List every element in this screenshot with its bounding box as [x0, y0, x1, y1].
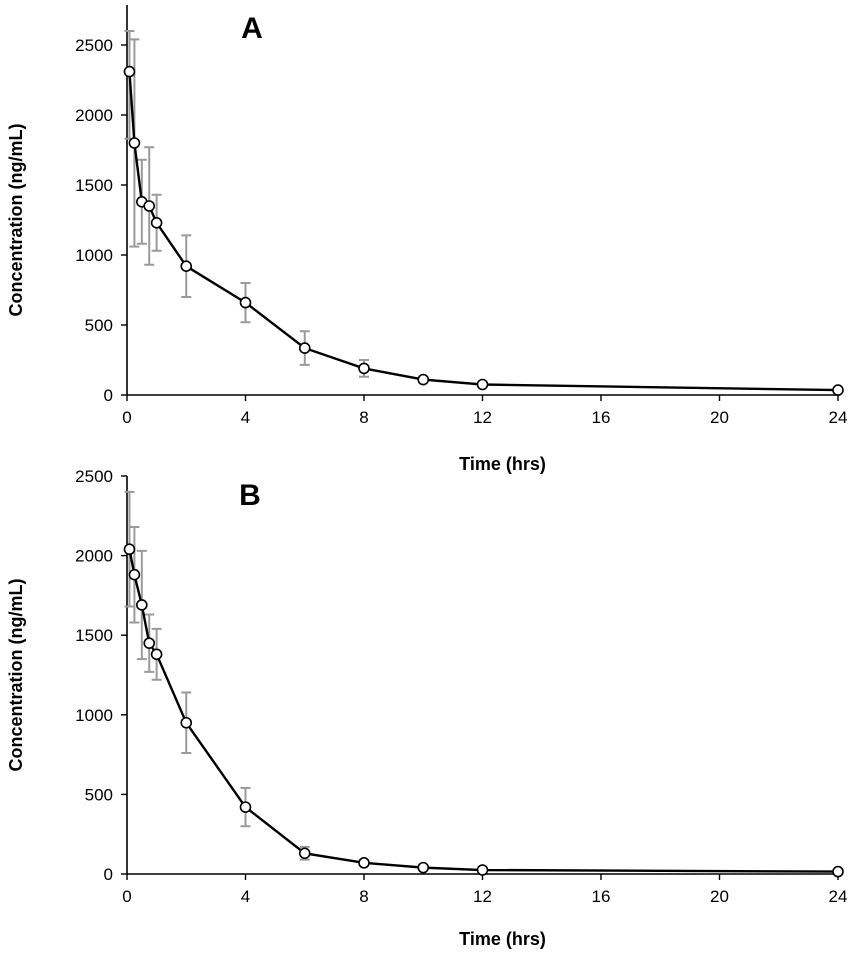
x-tick-label: 8: [359, 408, 368, 427]
data-point: [128, 568, 141, 581]
y-tick-label: 2000: [75, 547, 113, 566]
series-line: [128, 71, 839, 392]
panel-label: B: [239, 479, 261, 512]
y-tick-label: 500: [85, 316, 113, 335]
chart-panel-b: 0 500 1000 1500 2000 2500 0 4 8 12 16 20 24 Time (hrs…: [6, 467, 847, 949]
data-point: [358, 857, 370, 869]
x-tick-label: 4: [241, 887, 250, 906]
data-point: [123, 65, 136, 78]
y-tick-label: 0: [104, 386, 113, 405]
data-point: [239, 296, 252, 309]
data-point: [417, 861, 430, 874]
data-point: [123, 543, 136, 556]
x-tick-label: 24: [829, 887, 848, 906]
data-point: [128, 137, 141, 149]
data-point: [298, 342, 311, 354]
data-point: [417, 373, 430, 386]
data-point: [143, 200, 156, 212]
data-point: [832, 865, 844, 878]
x-tick-label: 0: [122, 887, 131, 906]
data-point: [476, 378, 489, 391]
x-tick-label: 20: [710, 408, 729, 427]
x-tick-label: 0: [122, 408, 131, 427]
y-tick-label: 1000: [75, 706, 113, 725]
y-tick-label: 1500: [75, 176, 113, 195]
y-tick-label: 1500: [75, 626, 113, 645]
y-tick-label: 2500: [75, 467, 113, 486]
panel-label: A: [241, 12, 263, 45]
data-point: [143, 637, 156, 649]
data-point: [180, 260, 193, 273]
x-tick-label: 12: [473, 887, 492, 906]
x-tick-label: 8: [359, 887, 368, 906]
x-tick-label: 12: [473, 408, 492, 427]
x-axis-title: Time (hrs): [459, 454, 546, 474]
x-tick-label: 16: [592, 408, 611, 427]
y-tick-label: 1000: [75, 246, 113, 265]
x-tick-label: 4: [241, 408, 250, 427]
data-point: [150, 217, 163, 229]
data-point: [136, 599, 148, 611]
data-point: [150, 648, 163, 661]
data-point: [239, 801, 252, 813]
x-tick-label: 16: [592, 887, 611, 906]
data-point: [832, 384, 844, 396]
data-point: [358, 362, 370, 375]
x-axis-title: Time (hrs): [459, 929, 546, 949]
data-point: [476, 864, 489, 876]
y-tick-label: 0: [104, 865, 113, 884]
y-axis-title: Concentration (ng/mL): [6, 124, 26, 317]
series-line: [128, 549, 839, 873]
y-axis-title: Concentration (ng/mL): [6, 579, 26, 772]
y-tick-label: 2500: [75, 36, 113, 55]
data-point: [180, 716, 193, 729]
x-tick-label: 20: [710, 887, 729, 906]
data-point: [298, 847, 311, 860]
chart-panel-a: 0 500 1000 1500 2000 2500 0 4 8 12 16 20 24 Time (hrs…: [6, 5, 847, 474]
y-tick-label: 500: [85, 785, 113, 804]
x-tick-label: 24: [829, 408, 848, 427]
y-tick-label: 2000: [75, 106, 113, 125]
